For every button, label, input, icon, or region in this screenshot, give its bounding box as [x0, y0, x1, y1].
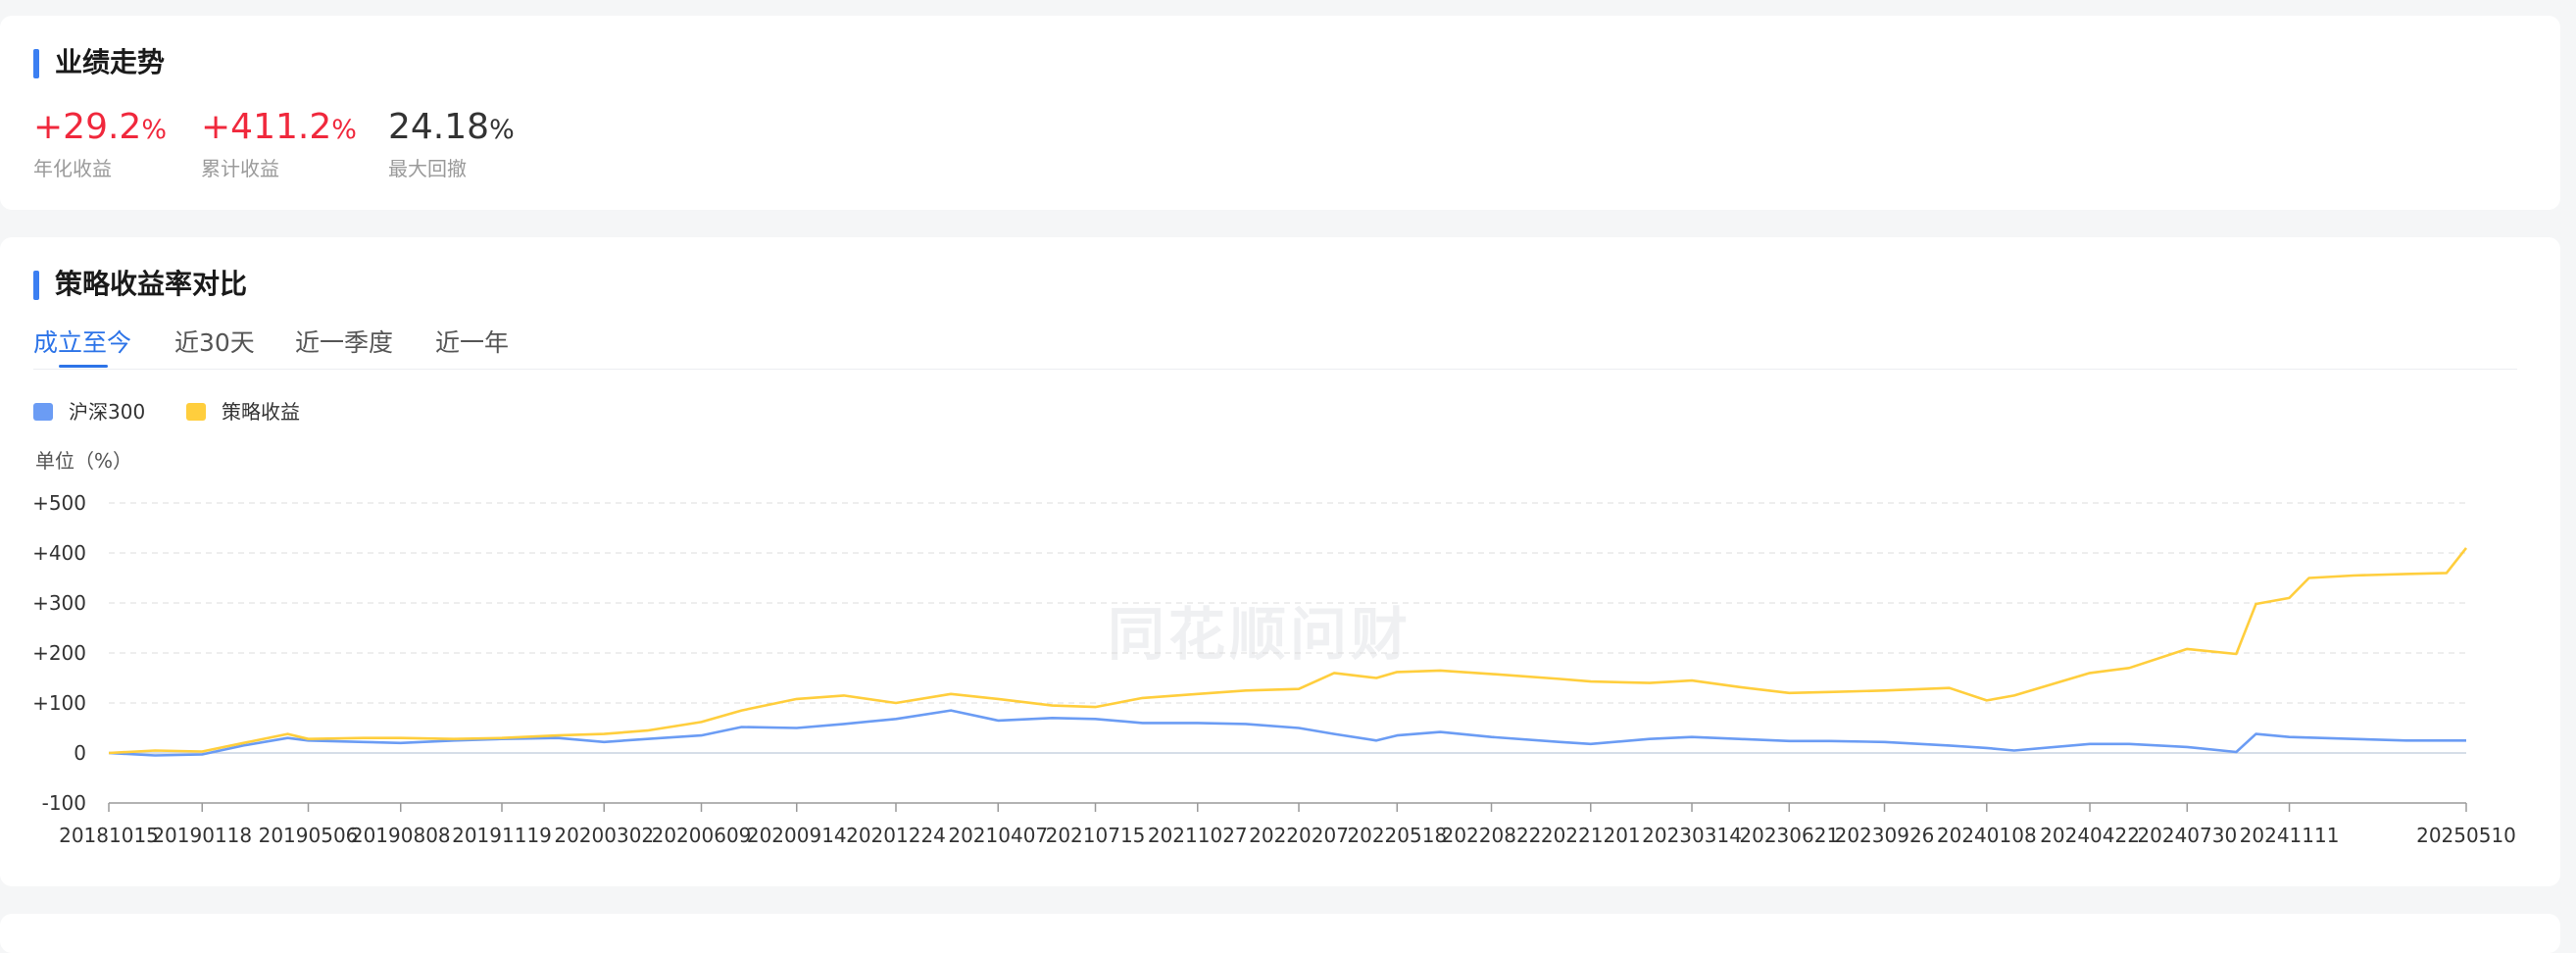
legend-item-strategy[interactable]: 策略收益 — [186, 398, 300, 426]
y-tick-label: +100 — [32, 691, 86, 715]
tab-30-days[interactable]: 近30天 — [174, 328, 255, 357]
x-tick-label: 20181015 — [59, 824, 159, 847]
next-card-edge — [0, 914, 2560, 953]
watermark: 同花顺问财 — [1108, 601, 1412, 668]
max-drawdown-label: 最大回撤 — [388, 157, 467, 180]
chart-unit-label: 单位（%） — [35, 449, 133, 473]
tab-divider — [33, 369, 2517, 370]
x-tick-label: 20230621 — [1739, 824, 1839, 847]
x-tick-label: 20200609 — [652, 824, 752, 847]
x-tick-label: 20200302 — [554, 824, 654, 847]
metric-unit: % — [141, 115, 167, 145]
series-line-hs300 — [108, 709, 2466, 757]
metric-unit: % — [331, 115, 357, 145]
x-tick-label: 20240108 — [1937, 824, 2037, 847]
max-drawdown-value: 24.18% — [388, 106, 515, 152]
x-tick-label: 20220822 — [1442, 824, 1542, 847]
legend-swatch-hs300 — [33, 403, 53, 421]
max-drawdown-metric: 24.18% 最大回撤 — [388, 106, 515, 181]
x-tick-label: 20220518 — [1347, 824, 1447, 847]
tab-since-inception[interactable]: 成立至今 — [33, 328, 132, 357]
series-line-strategy — [108, 547, 2468, 755]
y-tick-label: +200 — [32, 641, 86, 665]
performance-title: 业绩走势 — [33, 45, 165, 80]
annualized-return-label: 年化收益 — [33, 157, 112, 180]
y-tick-label: -100 — [42, 791, 86, 815]
y-tick-label: +400 — [32, 541, 86, 565]
x-tick-label: 20190506 — [259, 824, 359, 847]
legend-label-hs300: 沪深300 — [69, 400, 146, 424]
comparison-card: 策略收益率对比 成立至今 近30天 近一季度 近一年 沪深300 策略收益 单位… — [0, 237, 2560, 886]
x-tick-label: 20210715 — [1046, 824, 1146, 847]
annualized-return-metric: +29.2% 年化收益 — [33, 106, 167, 181]
annualized-return-value: +29.2% — [33, 106, 167, 152]
x-tick-label: 20241111 — [2240, 824, 2340, 847]
x-tick-label: 20201224 — [846, 824, 946, 847]
x-tick-label: 20191119 — [452, 824, 552, 847]
x-tick-label: 20250510 — [2416, 824, 2516, 847]
x-tick-label: 20240422 — [2040, 824, 2140, 847]
x-tick-label: 20240730 — [2137, 824, 2237, 847]
y-tick-label: 0 — [74, 741, 86, 765]
cumulative-return-label: 累计收益 — [201, 157, 279, 180]
x-tick-label: 20221201 — [1541, 824, 1641, 847]
metric-number: +29.2 — [33, 107, 142, 147]
x-tick-label: 20220207 — [1249, 824, 1349, 847]
legend-label-strategy: 策略收益 — [222, 400, 300, 424]
comparison-title: 策略收益率对比 — [33, 267, 247, 302]
cumulative-return-metric: +411.2% 累计收益 — [201, 106, 357, 181]
metric-number: +411.2 — [201, 107, 332, 147]
x-tick-label: 20230926 — [1835, 824, 1935, 847]
x-tick-label: 20190118 — [152, 824, 252, 847]
cumulative-return-value: +411.2% — [201, 106, 357, 152]
y-tick-label: +500 — [32, 491, 86, 515]
x-tick-label: 20211027 — [1148, 824, 1248, 847]
legend-item-hs300[interactable]: 沪深300 — [33, 398, 145, 426]
active-tab-indicator — [59, 365, 108, 368]
tab-year[interactable]: 近一年 — [435, 328, 510, 357]
x-tick-label: 20200914 — [747, 824, 847, 847]
metric-unit: % — [489, 115, 515, 145]
legend-swatch-strategy — [186, 403, 206, 421]
returns-chart: +500 +400 +300 +200 +100 0 -100 201810152019011… — [32, 491, 2516, 847]
tab-quarter[interactable]: 近一季度 — [295, 328, 394, 357]
x-tick-label: 20190808 — [351, 824, 451, 847]
x-tick-label: 20230314 — [1642, 824, 1742, 847]
metric-number: 24.18 — [388, 107, 490, 147]
performance-card: 业绩走势 +29.2% 年化收益 +411.2% 累计收益 24.18% 最大回… — [0, 16, 2560, 210]
y-tick-label: +300 — [32, 591, 86, 615]
x-tick-label: 20210407 — [948, 824, 1048, 847]
